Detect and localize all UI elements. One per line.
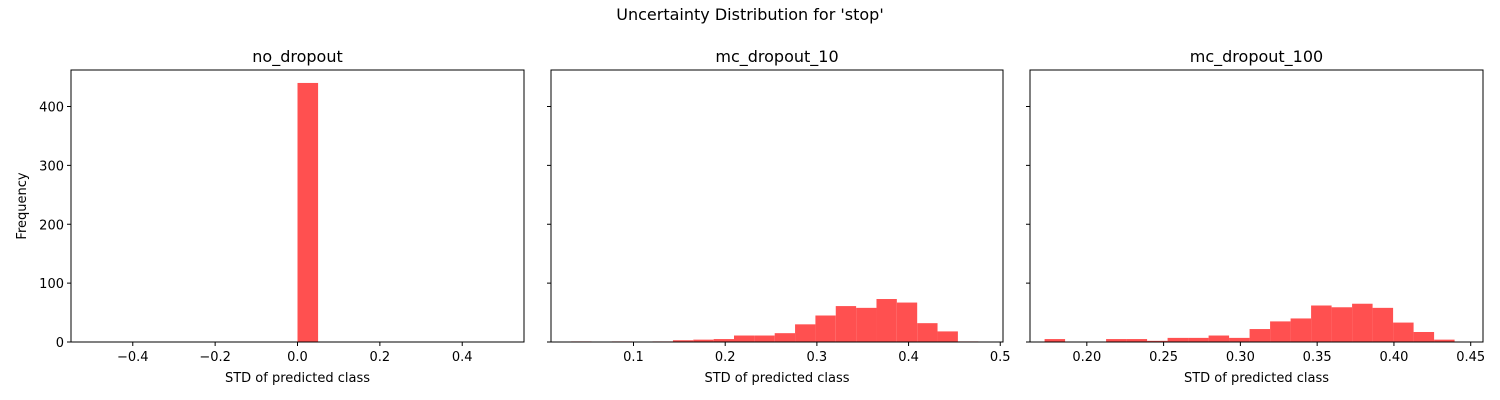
histogram-bar: [1188, 337, 1209, 342]
x-tick-label: −0.2: [199, 350, 231, 365]
histogram-bar: [1352, 303, 1373, 342]
histogram-bar: [1372, 307, 1394, 342]
x-tick-label: 0.2: [370, 350, 391, 365]
x-axis-label: STD of predicted class: [1184, 371, 1329, 386]
x-tick-label: 0.30: [1226, 350, 1255, 365]
histogram-bar: [297, 82, 319, 342]
subplot-mc-dropout-100: 0.20 0.25 0.30 0.35 0.40 0.45 mc_dropout_100 ST…: [1026, 47, 1485, 386]
x-tick-label: 0.2: [715, 350, 736, 365]
histogram-bar: [835, 306, 857, 342]
x-axis-label: STD of predicted class: [704, 371, 849, 386]
histogram-bar: [774, 333, 796, 342]
histogram-bar: [1208, 335, 1230, 342]
y-tick-label: 0: [56, 336, 64, 351]
y-tick-label: 100: [39, 277, 64, 292]
subplot-no-dropout: −0.4 −0.2 0.0 0.2 0.4 0 100 200 300 400 no_dropout…: [15, 47, 525, 386]
x-tick-label: −0.4: [117, 350, 149, 365]
histogram-bar: [754, 335, 775, 342]
histogram-bar: [693, 339, 714, 342]
y-tick-label: 400: [39, 101, 64, 116]
subplot-title: mc_dropout_100: [1190, 47, 1323, 67]
x-tick-label: 0.1: [623, 350, 644, 365]
x-tick-label: 0.40: [1379, 350, 1408, 365]
x-tick-label: 0.3: [807, 350, 828, 365]
histogram-bar: [1290, 318, 1312, 342]
histogram-bar: [1106, 339, 1127, 342]
x-tick-label: 0.35: [1303, 350, 1332, 365]
x-tick-label: 0.4: [898, 350, 919, 365]
x-tick-label: 0.4: [452, 350, 473, 365]
histogram-bar: [1393, 322, 1414, 342]
histogram-bar: [1147, 340, 1168, 342]
histogram-bar: [1311, 305, 1332, 342]
histogram-bar: [815, 315, 836, 342]
y-tick-label: 200: [39, 218, 64, 233]
histogram-bar: [896, 302, 918, 342]
y-axis-label: Frequency: [15, 172, 30, 239]
histogram-bar: [1044, 339, 1066, 342]
histogram-bar: [1331, 307, 1353, 342]
histogram-bar: [734, 335, 755, 342]
histogram-bar: [1434, 339, 1455, 342]
histogram-bar: [1126, 339, 1148, 342]
histogram-bar: [917, 323, 938, 342]
subplot-title: mc_dropout_10: [715, 47, 838, 67]
figure-suptitle: Uncertainty Distribution for 'stop': [616, 5, 884, 24]
subplot-mc-dropout-10: 0.1 0.2 0.3 0.4 0.5 mc_dropout_10 STD of predi…: [547, 47, 1011, 386]
histogram-bar: [1167, 337, 1189, 342]
histogram-bar: [672, 340, 694, 342]
histogram-bar: [1249, 329, 1271, 342]
x-tick-label: 0.0: [287, 350, 308, 365]
axes-frame: [1029, 69, 1484, 343]
axes-frame: [550, 69, 1004, 343]
x-tick-label: 0.5: [990, 350, 1011, 365]
histogram-bar: [713, 339, 735, 342]
histogram-bar: [795, 324, 816, 342]
histogram-bar: [1270, 321, 1291, 342]
x-tick-label: 0.20: [1072, 350, 1101, 365]
histogram-bar: [937, 331, 958, 342]
histogram-bar: [1229, 337, 1250, 342]
y-tick-label: 300: [39, 159, 64, 174]
x-tick-label: 0.25: [1149, 350, 1178, 365]
histogram-bar: [876, 299, 897, 342]
subplot-title: no_dropout: [252, 47, 342, 67]
histogram-bar: [856, 307, 877, 342]
x-tick-label: 0.45: [1456, 350, 1485, 365]
x-axis-label: STD of predicted class: [225, 371, 370, 386]
histogram-bar: [1413, 331, 1435, 342]
